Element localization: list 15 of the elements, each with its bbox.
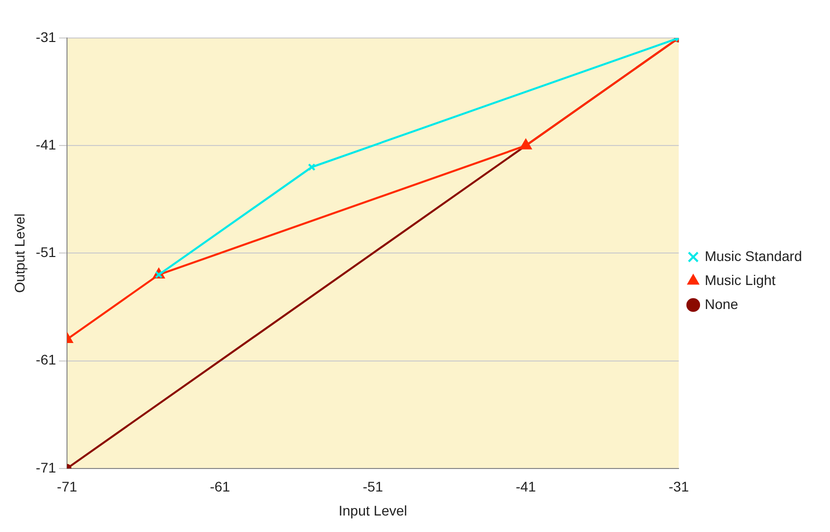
legend-label: None xyxy=(704,296,738,312)
x-tick-label: -71 xyxy=(56,478,78,495)
x-tick-label: -41 xyxy=(516,478,536,495)
x-axis-title: Input Level xyxy=(338,502,408,518)
y-tick-label: -31 xyxy=(36,28,56,45)
y-tick-label: -51 xyxy=(36,244,56,260)
x-tick-label: -31 xyxy=(668,478,690,495)
y-tick-label: -41 xyxy=(36,136,56,152)
y-tick-label: -71 xyxy=(36,459,56,476)
y-axis-title: Output Level xyxy=(11,214,28,293)
x-tick-label: -61 xyxy=(210,478,230,495)
y-tick-label: -61 xyxy=(36,352,56,368)
legend-label: Music Light xyxy=(704,272,776,288)
legend-label: Music Standard xyxy=(704,248,802,264)
x-tick-label: -51 xyxy=(362,478,384,495)
